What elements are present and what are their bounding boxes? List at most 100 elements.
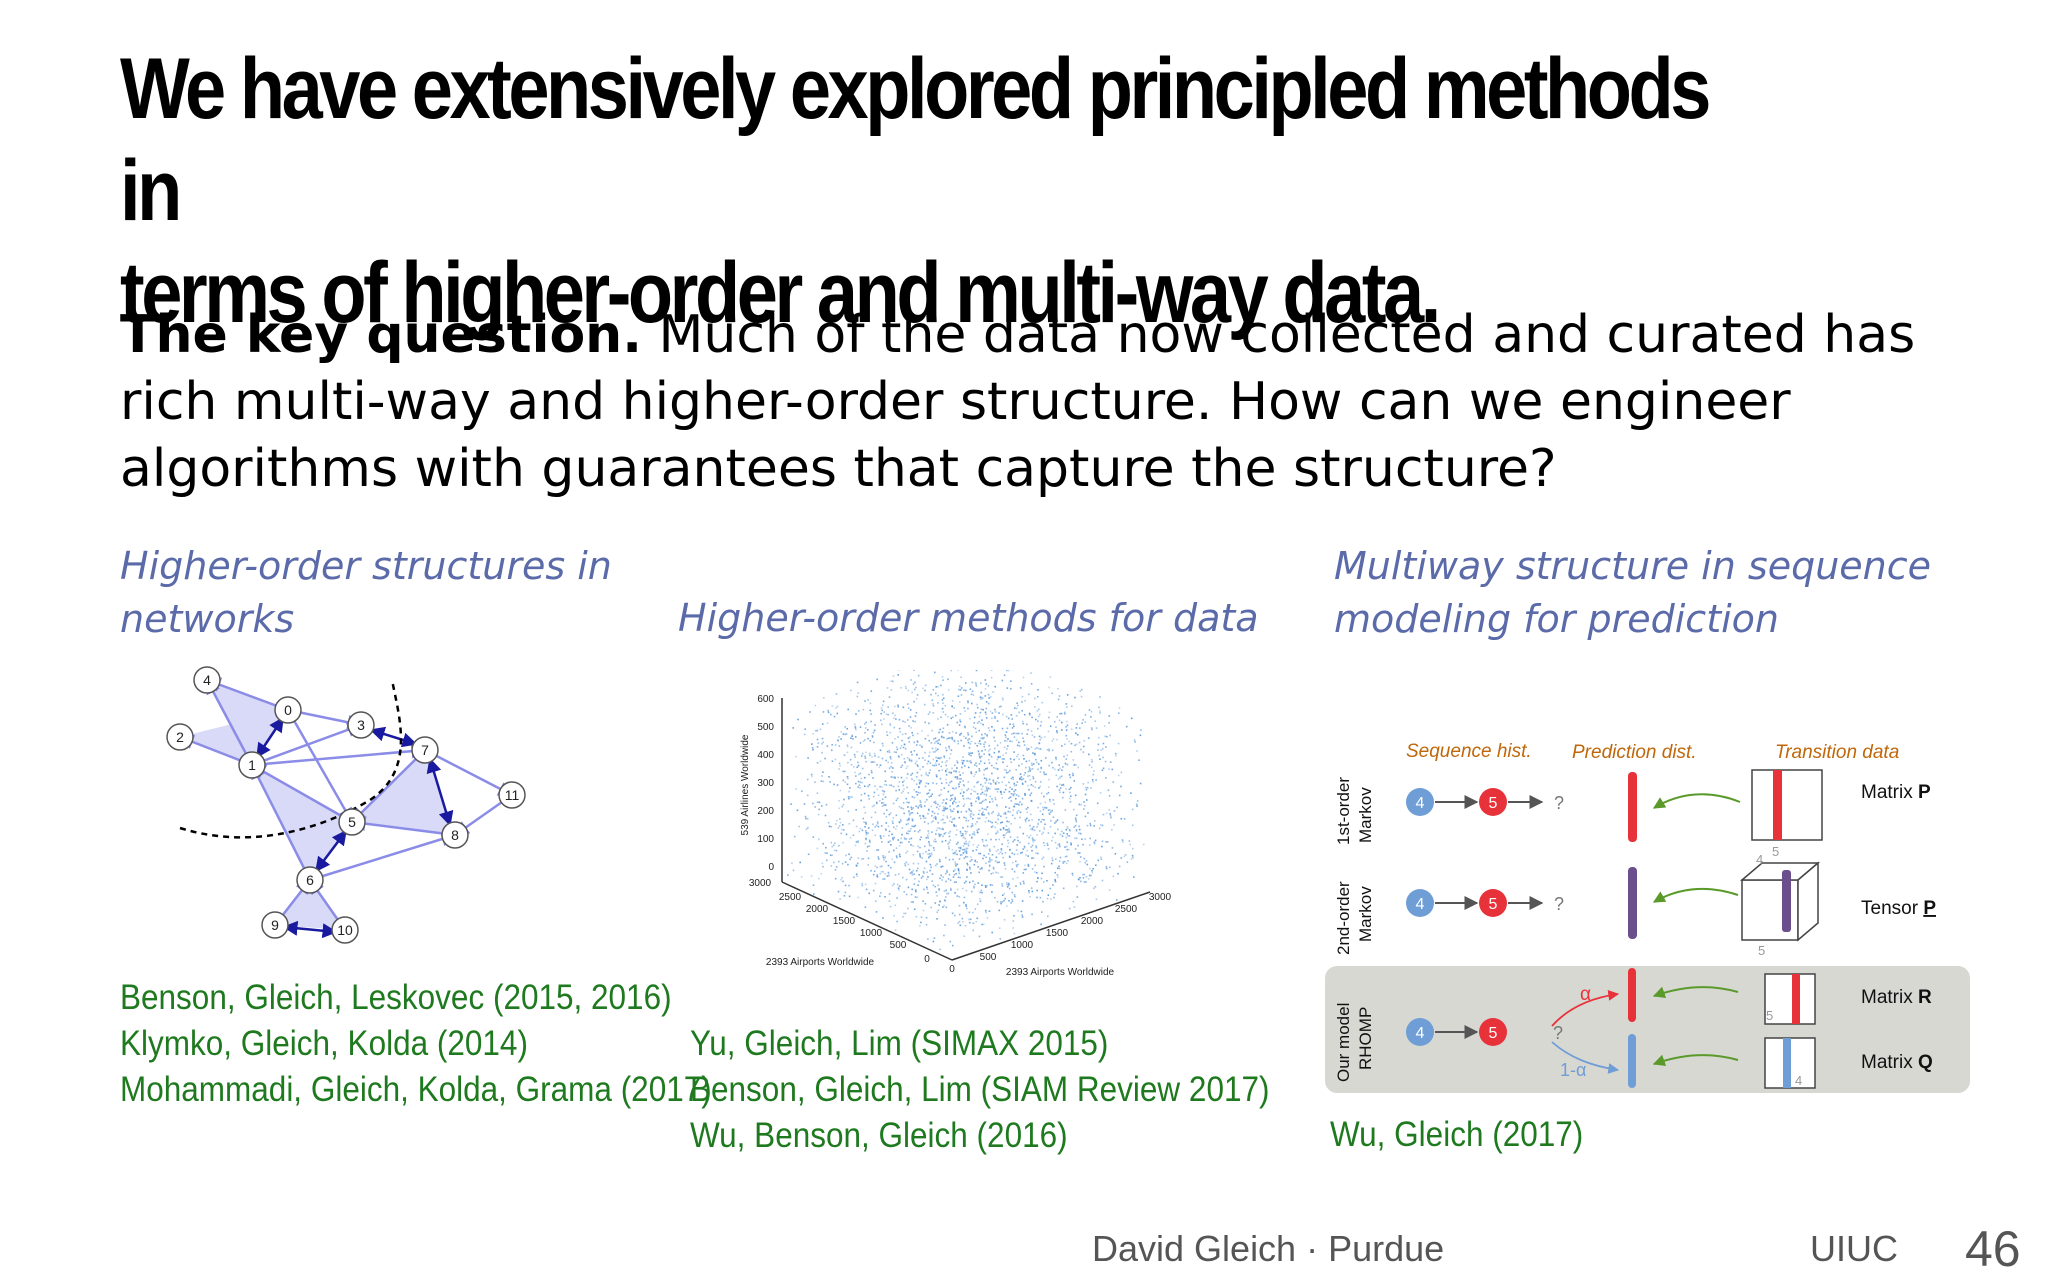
scatter-point <box>928 755 930 757</box>
scatter-point <box>962 827 964 829</box>
scatter-point <box>954 851 956 854</box>
scatter-point <box>980 708 983 711</box>
scatter-point <box>1092 780 1094 783</box>
scatter-point <box>1046 897 1049 900</box>
scatter-point <box>961 917 964 920</box>
scatter-point <box>835 866 838 868</box>
scatter-point <box>1027 784 1029 787</box>
scatter-point <box>1047 894 1050 896</box>
scatter-point <box>987 685 990 687</box>
scatter-point <box>1032 857 1035 859</box>
scatter-point <box>1099 758 1101 760</box>
scatter-point <box>1021 914 1023 916</box>
scatter-point <box>1045 807 1048 809</box>
scatter-point <box>1028 768 1031 770</box>
scatter-point <box>873 729 876 732</box>
scatter-point <box>1037 763 1040 765</box>
scatter-point <box>976 917 979 920</box>
graph-reciprocal-edges <box>255 716 454 939</box>
scatter-point <box>914 830 916 832</box>
scatter-point <box>919 846 921 849</box>
scatter-point <box>879 872 881 875</box>
scatter-point <box>893 726 896 729</box>
scatter-point <box>831 744 833 746</box>
scatter-point <box>1006 845 1009 848</box>
scatter-point <box>816 792 819 794</box>
scatter-point <box>986 844 988 847</box>
scatter-point <box>971 833 974 835</box>
scatter-point <box>1121 839 1124 841</box>
scatter-point <box>910 726 912 729</box>
scatter-point <box>874 755 876 757</box>
scatter-point <box>942 818 944 821</box>
scatter-point <box>869 754 871 757</box>
scatter-point <box>916 771 919 774</box>
scatter-point <box>1034 706 1036 708</box>
scatter-point <box>990 755 993 758</box>
scatter-point <box>1019 883 1022 886</box>
scatter-point <box>905 777 908 779</box>
scatter-point <box>933 742 936 744</box>
scatter-point <box>1090 787 1092 789</box>
scatter-point <box>1088 874 1091 877</box>
scatter-point <box>1067 860 1069 862</box>
scatter-point <box>826 859 828 862</box>
scatter-point <box>1077 844 1079 847</box>
scatter-point <box>890 784 893 787</box>
scatter-point <box>1023 882 1025 884</box>
graph-node-label: 8 <box>451 827 459 843</box>
scatter-point <box>933 849 935 851</box>
scatter-point <box>992 811 994 813</box>
scatter-point <box>936 760 938 762</box>
scatter-point <box>946 815 948 818</box>
scatter-point <box>998 853 1000 855</box>
scatter-point <box>950 889 952 891</box>
scatter-point <box>946 817 949 819</box>
scatter-point <box>962 836 965 839</box>
scatter-point <box>1043 795 1045 798</box>
scatter-point <box>864 826 866 828</box>
scatter-point <box>898 805 901 808</box>
scatter-point <box>1052 799 1054 801</box>
scatter-point <box>955 872 957 875</box>
scatter-point <box>928 853 931 855</box>
scatter-point <box>1047 809 1050 811</box>
scatter-point <box>916 740 919 742</box>
scatter-point <box>867 737 869 740</box>
scatter-point <box>833 861 835 864</box>
scatter-point <box>874 865 877 867</box>
scatter-point <box>812 884 815 886</box>
scatter-point <box>922 900 924 902</box>
scatter-point <box>1030 846 1032 848</box>
graph-node-label: 11 <box>505 787 520 803</box>
scatter-point <box>878 800 881 802</box>
scatter-point <box>937 757 939 759</box>
scatter-point <box>980 722 982 725</box>
scatter-point <box>880 837 882 839</box>
scatter-point <box>1066 834 1069 837</box>
tensor-index-label: 5 <box>1758 943 1765 958</box>
scatter-point <box>956 777 959 780</box>
scatter-point <box>894 714 896 717</box>
scatter-point <box>967 788 970 790</box>
scatter-point <box>1019 777 1021 780</box>
scatter-point <box>892 838 894 841</box>
scatter-point <box>1024 819 1027 821</box>
scatter-point <box>895 847 898 849</box>
scatter-point <box>1038 787 1040 789</box>
scatter-point <box>934 885 936 888</box>
scatter-point <box>1105 812 1108 815</box>
scatter-point <box>1023 758 1025 760</box>
scatter-point <box>1034 780 1037 783</box>
scatter-point <box>991 826 993 828</box>
scatter-point <box>890 765 892 768</box>
scatter-point <box>1030 768 1033 771</box>
scatter-point <box>1037 823 1039 826</box>
scatter-point <box>898 845 901 847</box>
scatter-point <box>916 896 919 899</box>
scatter-point <box>1076 723 1078 725</box>
scatter-point <box>1109 761 1112 763</box>
scatter-point <box>1003 746 1006 749</box>
scatter-point <box>952 716 954 718</box>
scatter-point <box>1039 724 1042 727</box>
